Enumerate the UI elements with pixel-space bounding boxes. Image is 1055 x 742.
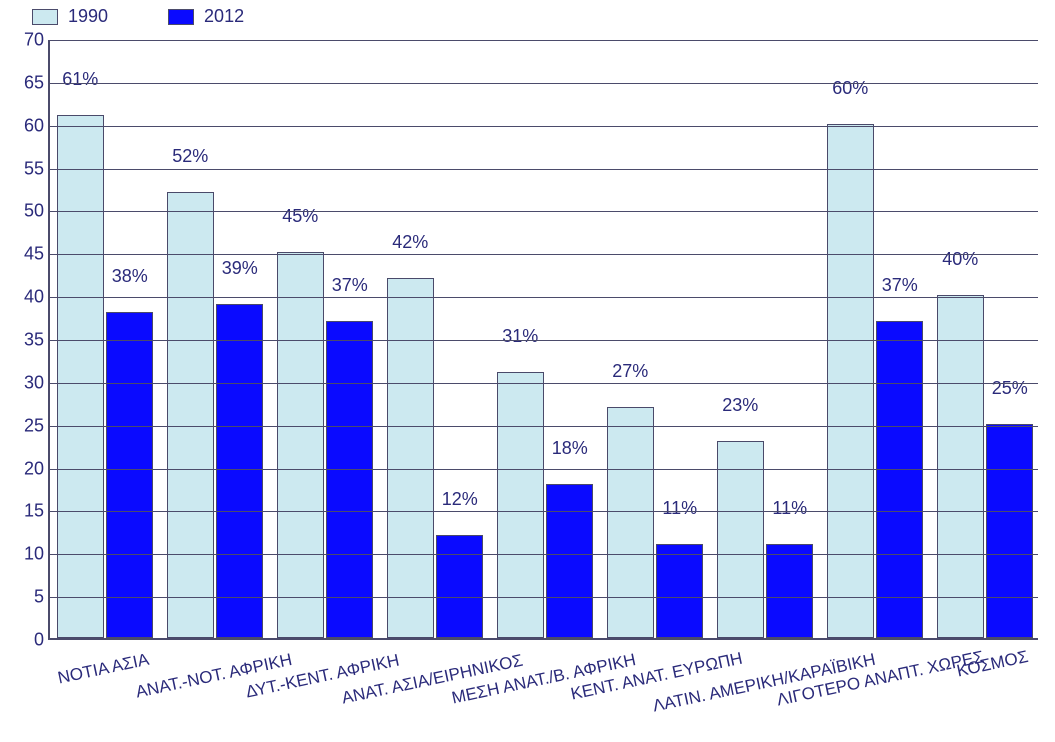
- gridline: [50, 126, 1038, 127]
- bar-label-2012: 12%: [442, 489, 478, 512]
- bar-2012: [436, 535, 483, 638]
- bar-2012: [876, 321, 923, 638]
- bar-label-2012: 39%: [222, 258, 258, 281]
- legend-swatch-1990: [32, 9, 58, 25]
- y-tick-label: 60: [24, 115, 50, 136]
- bar-label-2012: 11%: [772, 498, 807, 521]
- legend-item-2012: 2012: [168, 6, 244, 27]
- y-tick-label: 5: [34, 587, 50, 608]
- gridline: [50, 383, 1038, 384]
- bar-2012: [216, 304, 263, 638]
- chart-container: 1990 2012 61% 38% 52% 39% 45% 37% 42% 12% 31% 18%…: [0, 0, 1055, 742]
- bar-1990: [607, 407, 654, 638]
- y-tick-label: 50: [24, 201, 50, 222]
- bar-label-2012: 37%: [882, 275, 918, 298]
- y-tick-label: 15: [24, 501, 50, 522]
- gridline: [50, 597, 1038, 598]
- y-tick-label: 20: [24, 458, 50, 479]
- bar-2012: [656, 544, 703, 638]
- gridline: [50, 211, 1038, 212]
- bar-1990: [277, 252, 324, 638]
- bar-label-1990: 31%: [502, 326, 538, 349]
- gridline: [50, 554, 1038, 555]
- bar-1990: [717, 441, 764, 638]
- gridline: [50, 254, 1038, 255]
- gridline: [50, 169, 1038, 170]
- y-tick-label: 40: [24, 287, 50, 308]
- bar-2012: [326, 321, 373, 638]
- bar-2012: [766, 544, 813, 638]
- bars-layer: 61% 38% 52% 39% 45% 37% 42% 12% 31% 18% 27% 11% 23% 1…: [50, 40, 1038, 638]
- plot-area: 61% 38% 52% 39% 45% 37% 42% 12% 31% 18% 27% 11% 23% 1…: [48, 40, 1038, 640]
- bar-2012: [986, 424, 1033, 638]
- bar-1990: [937, 295, 984, 638]
- bar-label-1990: 27%: [612, 361, 648, 384]
- y-tick-label: 10: [24, 544, 50, 565]
- bar-1990: [167, 192, 214, 638]
- legend-label-2012: 2012: [204, 6, 244, 27]
- bar-1990: [827, 124, 874, 638]
- bar-1990: [57, 115, 104, 638]
- legend-item-1990: 1990: [32, 6, 108, 27]
- bar-2012: [546, 484, 593, 638]
- gridline: [50, 40, 1038, 41]
- legend-label-1990: 1990: [68, 6, 108, 27]
- bar-label-2012: 18%: [552, 438, 588, 461]
- y-tick-label: 35: [24, 330, 50, 351]
- gridline: [50, 426, 1038, 427]
- gridline: [50, 340, 1038, 341]
- x-axis-labels: ΝΟΤΙΑ ΑΣΙΑΑΝΑΤ.-ΝΟΤ. ΑΦΡΙΚΗΔΥΤ.-ΚΕΝΤ. ΑΦ…: [48, 640, 1038, 740]
- y-tick-label: 55: [24, 158, 50, 179]
- y-tick-label: 45: [24, 244, 50, 265]
- y-tick-label: 25: [24, 415, 50, 436]
- bar-label-2012: 38%: [112, 266, 148, 289]
- y-tick-label: 65: [24, 72, 50, 93]
- bar-label-1990: 61%: [62, 69, 98, 92]
- bar-2012: [106, 312, 153, 638]
- bar-label-1990: 60%: [832, 78, 868, 101]
- legend: 1990 2012: [32, 6, 244, 27]
- bar-label-1990: 52%: [172, 146, 208, 169]
- bar-1990: [387, 278, 434, 638]
- bar-label-1990: 42%: [392, 232, 428, 255]
- bar-label-1990: 45%: [282, 206, 318, 229]
- bar-label-2012: 11%: [662, 498, 697, 521]
- legend-swatch-2012: [168, 9, 194, 25]
- gridline: [50, 297, 1038, 298]
- bar-label-2012: 25%: [992, 378, 1028, 401]
- y-tick-label: 70: [24, 30, 50, 51]
- gridline: [50, 511, 1038, 512]
- bar-label-2012: 37%: [332, 275, 368, 298]
- gridline: [50, 469, 1038, 470]
- gridline: [50, 83, 1038, 84]
- bar-1990: [497, 372, 544, 638]
- bar-label-1990: 23%: [722, 395, 758, 418]
- bar-label-1990: 40%: [942, 249, 978, 272]
- y-tick-label: 30: [24, 372, 50, 393]
